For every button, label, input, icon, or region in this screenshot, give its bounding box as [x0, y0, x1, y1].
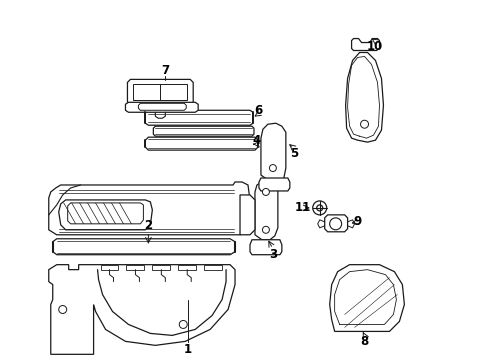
- Text: 6: 6: [254, 104, 262, 117]
- Text: 8: 8: [361, 335, 368, 348]
- Polygon shape: [133, 84, 187, 100]
- Polygon shape: [53, 239, 235, 255]
- Polygon shape: [330, 265, 404, 332]
- Circle shape: [263, 189, 270, 195]
- Polygon shape: [152, 265, 171, 270]
- Polygon shape: [250, 240, 282, 255]
- Text: 3: 3: [269, 248, 277, 261]
- Text: 2: 2: [145, 219, 152, 232]
- Circle shape: [179, 320, 187, 328]
- Polygon shape: [204, 265, 222, 270]
- Polygon shape: [146, 110, 253, 125]
- Polygon shape: [352, 39, 379, 50]
- Polygon shape: [240, 195, 255, 235]
- Circle shape: [270, 165, 276, 171]
- Polygon shape: [345, 53, 384, 142]
- Text: 7: 7: [161, 64, 170, 77]
- Polygon shape: [127, 80, 193, 105]
- Text: 1: 1: [184, 343, 192, 356]
- Circle shape: [361, 120, 368, 128]
- Polygon shape: [138, 103, 186, 110]
- Text: 9: 9: [353, 215, 362, 228]
- Polygon shape: [49, 182, 250, 235]
- Polygon shape: [255, 182, 278, 240]
- Circle shape: [330, 218, 342, 230]
- Polygon shape: [259, 178, 290, 191]
- Circle shape: [313, 201, 327, 215]
- Text: 10: 10: [367, 40, 383, 53]
- Polygon shape: [325, 215, 347, 232]
- Polygon shape: [100, 265, 119, 270]
- Text: 5: 5: [290, 147, 298, 159]
- Polygon shape: [146, 137, 258, 150]
- Circle shape: [59, 306, 67, 314]
- Circle shape: [263, 226, 270, 233]
- Polygon shape: [153, 126, 254, 136]
- Polygon shape: [178, 265, 196, 270]
- Polygon shape: [68, 203, 144, 224]
- Polygon shape: [125, 102, 198, 112]
- Circle shape: [317, 205, 323, 211]
- Polygon shape: [49, 265, 235, 354]
- Polygon shape: [126, 265, 145, 270]
- Polygon shape: [59, 200, 152, 230]
- Polygon shape: [261, 123, 286, 182]
- Text: 11: 11: [294, 201, 311, 215]
- Text: 4: 4: [253, 134, 261, 147]
